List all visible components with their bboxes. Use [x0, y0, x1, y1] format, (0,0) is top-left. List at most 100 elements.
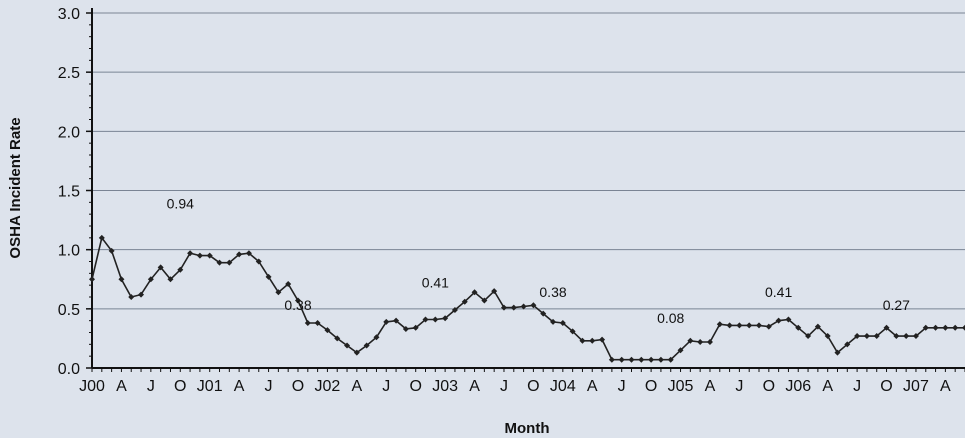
series-line: [91, 235, 965, 361]
x-tick-label: J06: [785, 378, 811, 395]
data-point: [795, 324, 802, 331]
x-tick-label: A: [234, 378, 245, 395]
data-point: [324, 327, 331, 334]
data-point: [128, 294, 135, 300]
data-point: [373, 334, 380, 341]
x-tick-label: J03: [432, 378, 458, 395]
data-point: [530, 302, 537, 309]
data-point: [520, 303, 527, 310]
x-tick-label: J01: [197, 378, 223, 395]
x-tick-label: J04: [550, 378, 576, 395]
data-point: [756, 322, 763, 329]
grid-lines: [92, 12, 965, 310]
y-tick-label: 0.0: [58, 361, 80, 378]
data-point: [510, 304, 517, 311]
data-point: [422, 316, 429, 323]
x-tick-label: J: [147, 378, 155, 395]
data-point: [167, 276, 174, 283]
data-point: [98, 234, 105, 241]
data-point: [226, 259, 233, 266]
data-point: [294, 297, 301, 304]
data-point: [765, 323, 772, 330]
data-point: [559, 320, 566, 327]
data-point: [863, 333, 870, 340]
data-point: [216, 259, 223, 266]
data-point: [236, 251, 243, 258]
data-point: [746, 322, 753, 329]
data-point: [697, 338, 704, 345]
data-point: [540, 310, 547, 317]
data-point: [500, 304, 507, 311]
data-point: [363, 342, 370, 349]
data-point: [638, 356, 645, 363]
x-tick-label: O: [527, 378, 539, 395]
x-tick-label: O: [645, 378, 657, 395]
data-point: [805, 333, 812, 340]
data-point: [589, 337, 596, 344]
annotation-label: 0.38: [539, 284, 566, 300]
series-group: [89, 234, 965, 363]
data-point: [285, 280, 292, 287]
data-point: [648, 356, 655, 363]
data-point: [157, 264, 164, 271]
data-point: [579, 337, 586, 344]
data-point: [618, 356, 625, 363]
data-point: [383, 318, 390, 325]
y-axis-title: OSHA Incident Rate: [7, 117, 24, 258]
annotation-label: 0.94: [167, 195, 194, 211]
data-point: [255, 258, 262, 265]
x-tick-label: O: [174, 378, 186, 395]
annotation-label: 0.41: [765, 284, 792, 300]
x-tick-label: A: [705, 378, 716, 395]
data-point: [275, 289, 282, 296]
data-point: [304, 320, 311, 327]
data-point: [334, 335, 341, 342]
y-tick-label: 0.5: [58, 302, 80, 319]
x-tick-label: O: [409, 378, 421, 395]
data-point: [196, 252, 203, 259]
data-point: [461, 298, 468, 305]
data-point: [893, 333, 900, 340]
y-tick-label: 3.0: [58, 6, 80, 23]
data-point: [206, 252, 213, 259]
data-point: [412, 324, 419, 331]
data-point: [657, 356, 664, 363]
data-point: [138, 291, 145, 298]
data-point: [108, 247, 115, 254]
data-point: [775, 317, 782, 324]
data-point: [628, 356, 635, 363]
y-tick-label: 2.5: [58, 65, 80, 82]
data-point: [932, 324, 939, 331]
data-point: [736, 322, 743, 329]
data-point: [687, 337, 694, 344]
data-point: [550, 318, 557, 325]
x-tick-label: J02: [315, 378, 341, 395]
data-point: [912, 333, 919, 340]
data-point: [824, 333, 831, 340]
data-point: [785, 316, 792, 323]
x-tick-label: A: [587, 378, 598, 395]
data-point: [844, 341, 851, 348]
data-point: [677, 347, 684, 354]
data-point: [903, 333, 910, 340]
x-tick-label: J: [500, 378, 508, 395]
data-point: [118, 276, 125, 283]
data-point: [353, 349, 360, 356]
x-tick-label: J00: [79, 378, 105, 395]
data-point: [706, 338, 713, 345]
x-tick-label: J05: [668, 378, 694, 395]
x-tick-label: O: [880, 378, 892, 395]
x-tick-label: J: [382, 378, 390, 395]
y-tick-label: 1.5: [58, 184, 80, 201]
data-point: [402, 325, 409, 332]
data-point: [393, 317, 400, 324]
data-point: [922, 324, 929, 331]
data-point: [177, 266, 184, 273]
annotations: 0.94 0.38 0.41 0.38 0.08 0.41 0.27: [167, 195, 911, 326]
data-point: [883, 324, 890, 331]
data-point: [89, 276, 95, 283]
x-tick-label: J: [735, 378, 743, 395]
data-point: [854, 333, 861, 340]
data-point: [726, 322, 733, 329]
data-point: [834, 349, 841, 356]
